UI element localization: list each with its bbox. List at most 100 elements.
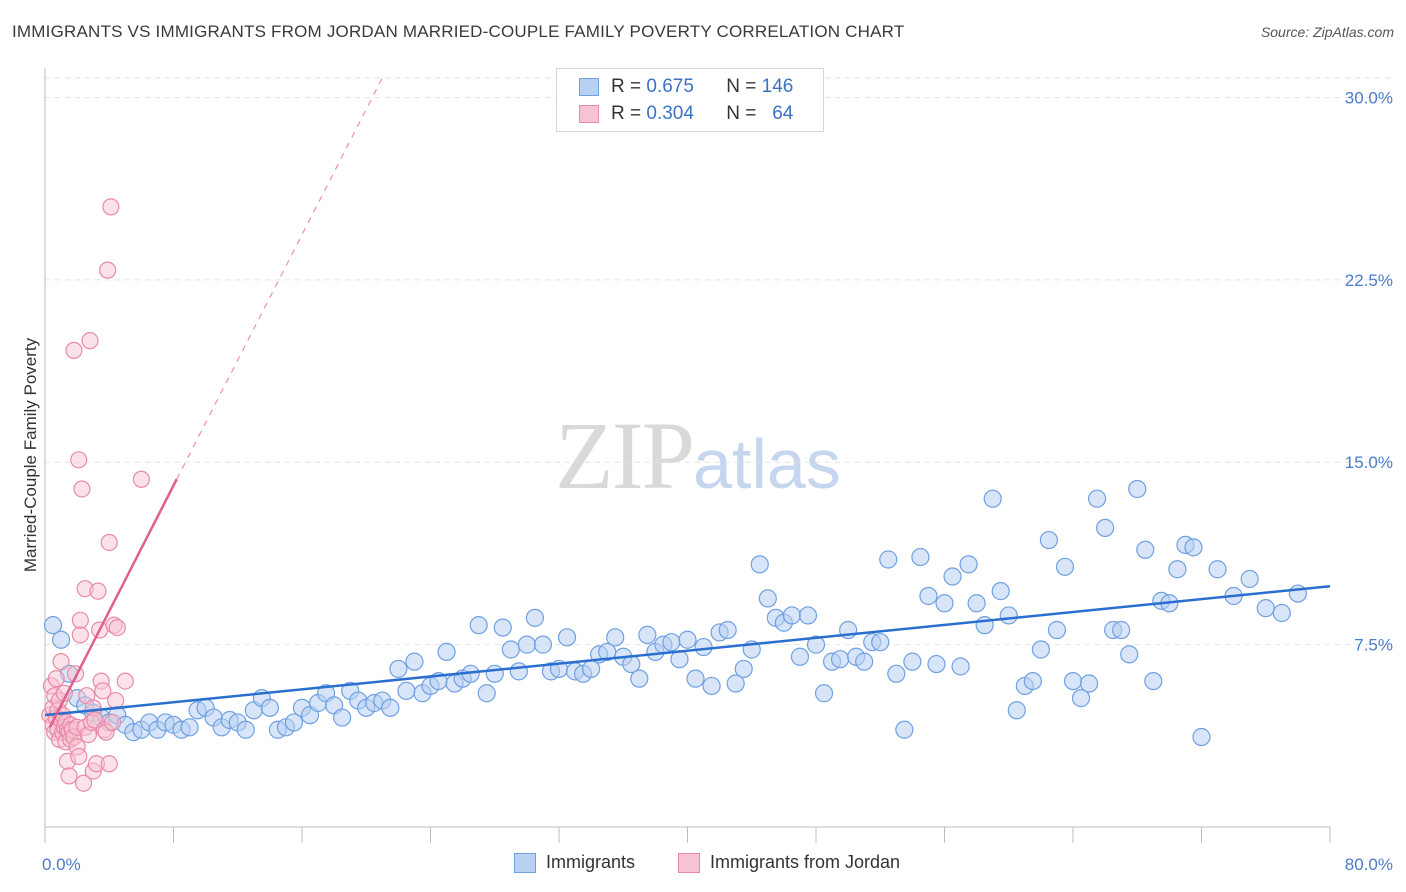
point-immigrants	[1007, 701, 1026, 720]
point-immigrants	[983, 489, 1002, 508]
legend-r-label: R =	[611, 76, 642, 97]
point-jordan	[74, 774, 93, 792]
point-immigrants	[1288, 584, 1307, 603]
legend-r-value-jordan: 0.304	[646, 103, 694, 124]
point-jordan	[107, 691, 125, 710]
point-immigrants	[927, 654, 946, 674]
trendline-jordan-extension	[176, 77, 383, 480]
x-tick-label: 0.0%	[42, 855, 81, 874]
point-immigrants	[951, 657, 970, 676]
point-immigrants	[1256, 599, 1275, 618]
point-immigrants	[871, 633, 890, 652]
point-jordan	[89, 582, 107, 600]
watermark: ZIPatlas	[555, 400, 841, 511]
point-immigrants	[1055, 557, 1075, 576]
point-jordan	[132, 470, 150, 488]
point-immigrants	[814, 684, 834, 703]
y-tick-label: 7.5%	[1354, 636, 1393, 655]
point-immigrants	[806, 635, 826, 654]
point-immigrants	[911, 547, 930, 567]
point-jordan	[81, 332, 99, 350]
point-immigrants	[509, 662, 528, 681]
point-immigrants	[750, 555, 769, 574]
point-immigrants	[758, 589, 777, 608]
point-jordan	[103, 713, 122, 732]
point-jordan	[71, 611, 89, 629]
point-immigrants	[1063, 671, 1083, 691]
bottom-legend-swatch-jordan	[678, 852, 700, 873]
point-jordan	[73, 480, 91, 498]
point-immigrants	[180, 718, 199, 737]
legend-swatch-jordan	[579, 105, 599, 123]
point-immigrants	[726, 674, 745, 693]
point-immigrants	[1120, 645, 1139, 664]
point-immigrants	[1272, 603, 1291, 623]
point-immigrants	[718, 620, 737, 640]
point-immigrants	[1096, 518, 1115, 537]
point-immigrants	[1023, 671, 1042, 691]
point-immigrants	[1208, 560, 1227, 579]
bottom-legend-label-jordan: Immigrants from Jordan	[710, 852, 901, 872]
point-immigrants	[469, 616, 488, 635]
bottom-legend-swatch-immigrants	[514, 852, 536, 873]
point-immigrants	[991, 582, 1010, 601]
point-immigrants	[903, 652, 922, 671]
y-axis-label: Married-Couple Family Poverty	[21, 337, 40, 572]
point-immigrants	[790, 647, 810, 666]
point-immigrants	[694, 637, 713, 657]
trendline-immigrants	[44, 585, 1331, 717]
point-jordan	[108, 618, 126, 637]
stats-legend: R = 0.675 N = 146 R = 0.304 N = 64	[556, 68, 824, 132]
watermark-zip: ZIP	[555, 402, 695, 509]
point-immigrants	[284, 713, 304, 732]
legend-swatch-immigrants	[579, 78, 599, 96]
point-immigrants	[959, 555, 978, 574]
point-immigrants	[1184, 538, 1203, 557]
point-immigrants	[887, 664, 906, 683]
bottom-legend-immigrants: Immigrants	[514, 852, 635, 873]
y-tick-label: 22.5%	[1345, 271, 1393, 290]
point-immigrants	[734, 659, 753, 679]
chart-source: Source: ZipAtlas.com	[1260, 24, 1394, 40]
point-immigrants	[477, 684, 496, 703]
point-immigrants	[943, 567, 962, 586]
point-immigrants	[662, 633, 681, 652]
point-jordan	[100, 755, 118, 773]
point-immigrants	[405, 652, 424, 671]
point-jordan	[52, 653, 70, 671]
point-jordan	[94, 682, 112, 700]
point-immigrants	[236, 720, 255, 739]
point-immigrants	[1168, 560, 1187, 579]
point-immigrants	[919, 586, 938, 606]
point-immigrants	[333, 708, 352, 727]
y-tick-label: 15.0%	[1345, 453, 1393, 472]
point-immigrants	[525, 608, 545, 627]
trendline-jordan	[48, 478, 178, 728]
legend-n-label: N =	[726, 76, 757, 97]
point-immigrants	[43, 616, 63, 635]
point-jordan	[102, 198, 120, 216]
legend-r-value-immigrants: 0.675	[646, 76, 694, 97]
point-immigrants	[1039, 530, 1059, 550]
point-immigrants	[895, 720, 914, 739]
point-immigrants	[686, 669, 705, 688]
legend-n-value-immigrants: 146	[761, 76, 794, 97]
point-immigrants	[51, 630, 71, 649]
point-immigrants	[1144, 671, 1163, 691]
point-immigrants	[389, 659, 408, 679]
x-tick-label: 80.0%	[1345, 855, 1393, 874]
point-immigrants	[782, 606, 802, 625]
point-jordan	[70, 747, 88, 766]
watermark-atlas: atlas	[693, 425, 841, 503]
point-immigrants	[702, 676, 721, 696]
point-immigrants	[1087, 489, 1107, 508]
point-immigrants	[485, 664, 504, 683]
point-immigrants	[1136, 540, 1155, 559]
point-immigrants	[638, 625, 657, 644]
point-immigrants	[1031, 640, 1050, 659]
point-immigrants	[935, 594, 954, 613]
legend-r-label: R =	[611, 103, 642, 124]
y-tick-label: 30.0%	[1345, 88, 1393, 107]
point-immigrants	[999, 606, 1018, 625]
